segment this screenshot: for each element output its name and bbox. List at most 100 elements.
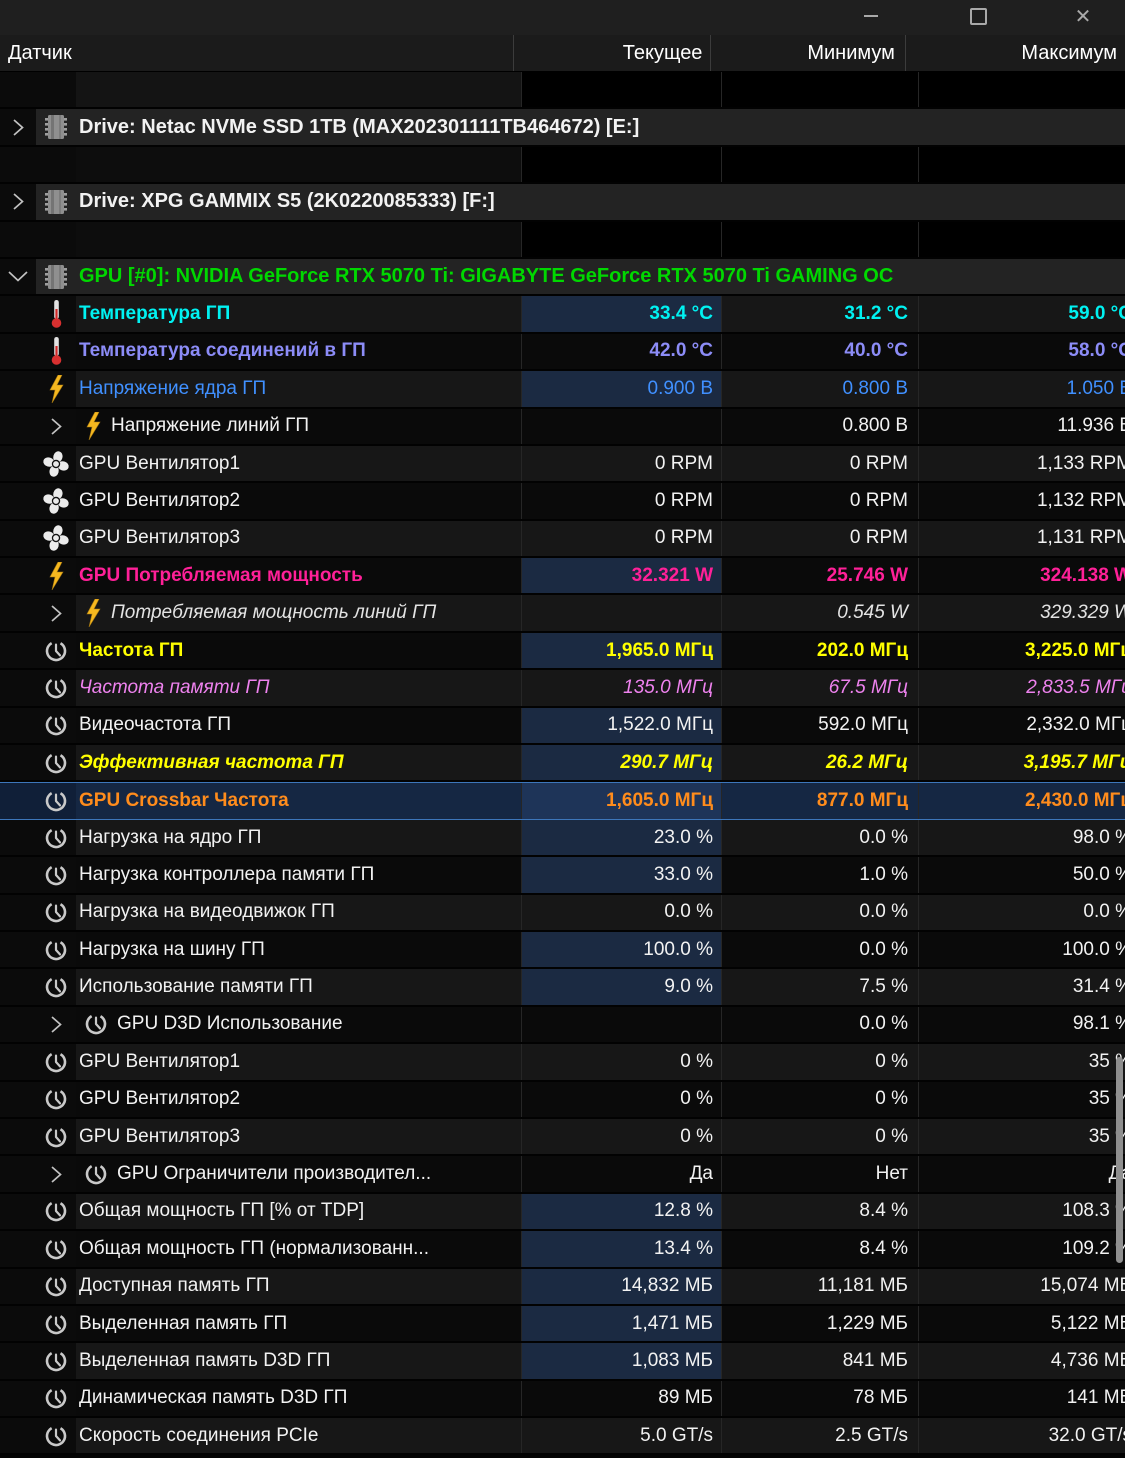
current-value: 0.0 % — [664, 901, 713, 923]
maximum-value: 35 % — [1088, 1088, 1125, 1110]
sensor-row[interactable]: Общая мощность ГП (нормализованн... 13.4 … — [0, 1231, 1125, 1269]
expand-arrow[interactable] — [50, 417, 63, 436]
sensor-row[interactable]: Частота памяти ГП 135.0 МГц 67.5 МГц 2,833.… — [0, 670, 1125, 708]
sensor-row[interactable]: GPU Вентилятор2 0 RPM 0 RPM 1,132 RPM — [0, 483, 1125, 521]
sensor-row[interactable]: GPU Потребляемая мощность 32.321 W 25.746 … — [0, 558, 1125, 596]
fan-icon — [43, 525, 69, 552]
sensor-row[interactable]: GPU Вентилятор3 0 % 0 % 35 % — [0, 1118, 1125, 1157]
minimum-value-cell: 202.0 МГц — [721, 632, 918, 669]
minimize-button[interactable] — [849, 2, 893, 30]
expand-arrow[interactable] — [12, 118, 25, 137]
maximize-button[interactable] — [956, 2, 1000, 30]
sensor-label-cell: Эффективная частота ГП — [76, 745, 521, 781]
sensor-row[interactable]: GPU Вентилятор2 0 % 0 % 35 % — [0, 1081, 1125, 1119]
maximum-value-cell: 141 МБ — [918, 1380, 1125, 1417]
chip-icon — [45, 264, 67, 289]
sensor-row[interactable]: Видеочастота ГП 1,522.0 МГц 592.0 МГц 2,332… — [0, 707, 1125, 746]
device-row[interactable]: Drive: Netac NVMe SSD 1TB (MAX202301111T… — [0, 109, 1125, 147]
row-gutter — [0, 445, 36, 482]
current-value-cell: 33.0 % — [521, 857, 721, 893]
sensor-row[interactable]: Нагрузка на видеодвижок ГП 0.0 % 0.0 % 0.0 … — [0, 894, 1125, 932]
current-value-cell: 5.0 GT/s — [521, 1418, 721, 1454]
sensor-row[interactable]: GPU Вентилятор3 0 RPM 0 RPM 1,131 RPM — [0, 520, 1125, 559]
sensor-label-cell: Напряжение ядра ГП — [76, 371, 521, 407]
sensor-row[interactable]: Напряжение ядра ГП 0.900 В 0.800 В 1.050 В — [0, 371, 1125, 409]
minimum-value-cell: 26.2 МГц — [721, 745, 918, 781]
clock-icon — [45, 1313, 67, 1334]
minimum-value: 31.2 °C — [844, 303, 908, 325]
sensor-row[interactable]: Температура ГП 33.4 °C 31.2 °C 59.0 °C — [0, 296, 1125, 334]
expand-arrow[interactable] — [50, 604, 63, 623]
device-row[interactable]: Drive: XPG GAMMIX S5 (2K0220085333) [F:] — [0, 184, 1125, 222]
expand-arrow[interactable] — [50, 1015, 63, 1034]
minimum-value: 0.0 % — [859, 938, 908, 960]
collapse-arrow[interactable] — [7, 270, 29, 283]
row-icon-cell — [36, 931, 76, 968]
close-button[interactable]: ✕ — [1061, 2, 1105, 30]
maximum-value: 31.4 % — [1072, 976, 1125, 998]
sensor-row[interactable]: Выделенная память ГП 1,471 МБ 1,229 МБ 5,12… — [0, 1305, 1125, 1344]
sensor-name: Частота ГП — [79, 639, 184, 661]
title-bar: ✕ — [0, 0, 1125, 35]
sensor-row[interactable]: Нагрузка контроллера памяти ГП 33.0 % 1.0 … — [0, 857, 1125, 895]
vertical-scrollbar-thumb[interactable] — [1116, 1057, 1123, 1263]
maximum-value-cell: 59.0 °C — [918, 296, 1125, 332]
row-icon-cell — [36, 595, 76, 631]
device-row[interactable]: GPU [#0]: NVIDIA GeForce RTX 5070 Ti: GI… — [0, 258, 1125, 297]
sensor-name: GPU Вентилятор2 — [79, 1088, 241, 1110]
current-value: 13.4 % — [653, 1237, 713, 1259]
sensor-row[interactable]: GPU D3D Использование 0.0 % 98.1 % — [0, 1006, 1125, 1045]
sensor-row[interactable]: GPU Ограничители производител... Да Нет Да — [0, 1156, 1125, 1194]
maximum-value-cell: 2,332.0 МГц — [918, 707, 1125, 744]
column-header-sensor[interactable]: Датчик — [0, 35, 515, 71]
sensor-label-cell: Температура ГП — [76, 296, 521, 332]
row-icon-cell — [36, 109, 76, 145]
column-header-maximum[interactable]: Максимум — [1021, 41, 1117, 64]
clock-icon — [45, 901, 67, 923]
expand-arrow[interactable] — [50, 1165, 63, 1184]
sensor-row[interactable]: GPU Вентилятор1 0 RPM 0 RPM 1,133 RPM — [0, 445, 1125, 484]
maximum-value-cell: 0.0 % — [918, 894, 1125, 930]
sensor-row[interactable]: Выделенная память D3D ГП 1,083 МБ 841 МБ 4,… — [0, 1343, 1125, 1381]
sensor-row[interactable]: GPU Crossbar Частота 1,605.0 МГц 877.0 МГц… — [0, 782, 1125, 820]
sensor-row[interactable]: Нагрузка на шину ГП 100.0 % 0.0 % 100.0 % — [0, 931, 1125, 970]
column-header-minimum[interactable]: Минимум — [711, 35, 906, 71]
sensor-row[interactable]: GPU Вентилятор1 0 % 0 % 35 % — [0, 1044, 1125, 1082]
row-icon-cell — [36, 408, 76, 444]
row-gutter — [0, 707, 36, 744]
sensor-row[interactable]: Скорость соединения PCIe 5.0 GT/s 2.5 GT/s… — [0, 1418, 1125, 1456]
sensor-label-cell: Видеочастота ГП — [76, 707, 521, 744]
maximum-value-cell: 2,833.5 МГц — [918, 670, 1125, 706]
sensor-row[interactable]: Напряжение линий ГП 0.800 В 11.936 В — [0, 408, 1125, 446]
sensor-row[interactable]: Динамическая память D3D ГП 89 МБ 78 МБ 141 … — [0, 1380, 1125, 1419]
sensor-row[interactable]: Использование памяти ГП 9.0 % 7.5 % 31.4 % — [0, 969, 1125, 1007]
current-value-cell: 9.0 % — [521, 969, 721, 1005]
row-icon-cell — [36, 146, 76, 183]
sensor-row[interactable]: Общая мощность ГП [% от TDP] 12.8 % 8.4 % 1… — [0, 1193, 1125, 1232]
sensor-row[interactable]: Эффективная частота ГП 290.7 МГц 26.2 МГц 3… — [0, 745, 1125, 783]
minimum-value-cell: 0.800 В — [721, 408, 918, 444]
column-header-current[interactable]: Текущее — [514, 35, 712, 71]
minimum-value-cell: 2.5 GT/s — [721, 1418, 918, 1454]
row-icon-cell — [36, 819, 76, 856]
clock-icon — [45, 1388, 67, 1409]
current-value-cell: 42.0 °C — [521, 333, 721, 370]
current-value-cell — [521, 221, 721, 257]
expand-arrow[interactable] — [12, 192, 25, 211]
current-value-cell: 32.321 W — [521, 558, 721, 594]
maximum-value-cell: 329.329 W — [918, 595, 1125, 631]
sensor-row[interactable]: Доступная память ГП 14,832 МБ 11,181 МБ 15,… — [0, 1268, 1125, 1306]
minimum-value-cell: 7.5 % — [721, 969, 918, 1005]
minimum-value: 7.5 % — [859, 976, 908, 998]
sensor-row[interactable]: Температура соединений в ГП 42.0 °C 40.0 °… — [0, 333, 1125, 372]
sensor-label-cell: GPU Crossbar Частота — [76, 783, 521, 819]
minimum-value: 67.5 МГц — [828, 676, 908, 698]
minimum-value: 8.4 % — [859, 1237, 908, 1259]
sensor-row[interactable]: Нагрузка на ядро ГП 23.0 % 0.0 % 98.0 % — [0, 819, 1125, 858]
maximum-value-cell: 1.050 В — [918, 371, 1125, 407]
clock-icon — [45, 1350, 67, 1372]
sensor-name: GPU Ограничители производител... — [117, 1163, 432, 1185]
sensor-row[interactable]: Потребляемая мощность линий ГП 0.545 W 329… — [0, 595, 1125, 633]
current-value-cell: 12.8 % — [521, 1193, 721, 1230]
sensor-row[interactable]: Частота ГП 1,965.0 МГц 202.0 МГц 3,225.0 МГ… — [0, 632, 1125, 671]
